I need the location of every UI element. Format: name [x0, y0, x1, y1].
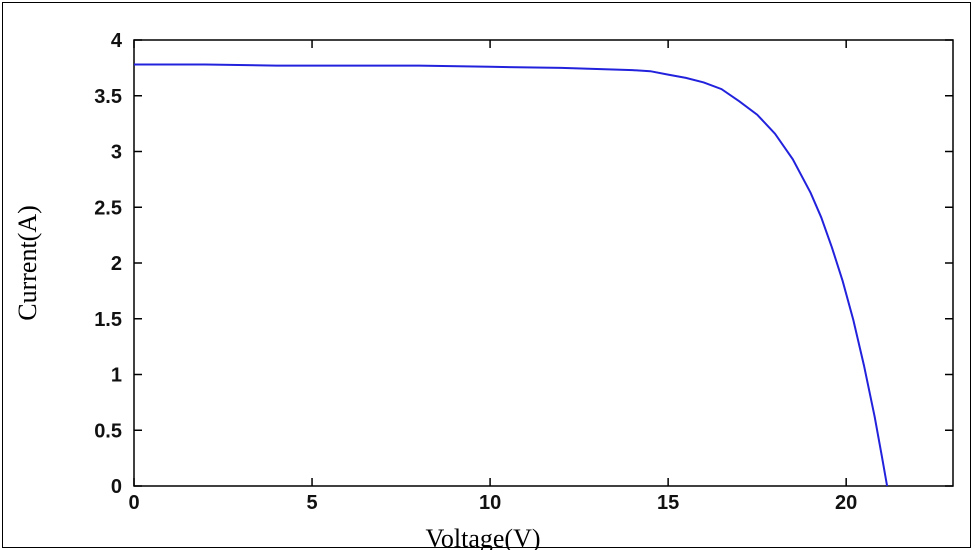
- y-tick-label: 3.5: [94, 86, 122, 108]
- tick-marks: [133, 39, 953, 487]
- y-tick-label: 4: [111, 30, 123, 52]
- series-line-iv-curve: [134, 63, 889, 487]
- y-tick-labels: 0 0.5 1 1.5 2 2.5 3 3.5 4: [94, 30, 123, 498]
- x-tick-label: 5: [306, 492, 317, 514]
- x-tick-label: 15: [657, 492, 679, 514]
- y-tick-label: 2.5: [94, 197, 122, 219]
- x-axis-label: Voltage(V): [425, 524, 540, 550]
- y-tick-label: 1.5: [94, 309, 122, 331]
- x-tick-label: 0: [128, 492, 139, 514]
- y-tick-label: 3: [111, 142, 122, 164]
- y-axis-label: Current(A): [13, 205, 42, 321]
- x-tick-label: 20: [835, 492, 857, 514]
- y-tick-label: 2: [111, 253, 122, 275]
- x-tick-labels: 0 5 10 15 20: [128, 492, 857, 514]
- y-tick-label: 0: [111, 476, 122, 498]
- y-tick-label: 0.5: [94, 420, 122, 442]
- x-tick-label: 10: [479, 492, 501, 514]
- plot-area: [133, 39, 954, 487]
- y-tick-label: 1: [111, 365, 122, 387]
